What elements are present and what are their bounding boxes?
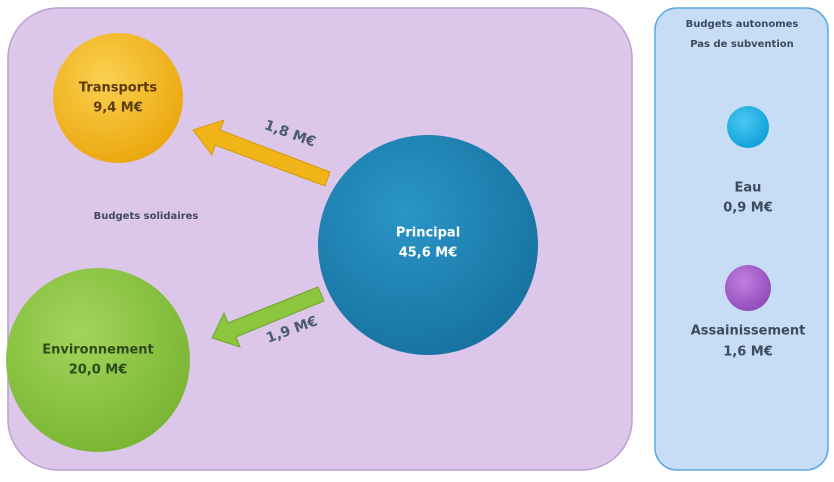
- node-label: Transports: [79, 81, 157, 96]
- node-transports: [53, 33, 183, 163]
- node-value: 0,9 M€: [723, 201, 773, 216]
- node-label: Eau: [735, 181, 762, 196]
- arrow-transport: [192, 119, 331, 187]
- node-value: 20,0 M€: [69, 363, 128, 378]
- panel-title: Pas de subvention: [690, 39, 794, 50]
- panel-title: Budgets autonomes: [686, 19, 799, 30]
- autonomes-panel: [654, 7, 829, 471]
- node-environnement: [6, 268, 190, 452]
- node-label: Environnement: [42, 343, 154, 358]
- node-assainissement: [725, 265, 771, 311]
- node-value: 1,6 M€: [723, 345, 773, 360]
- node-principal: [318, 135, 538, 355]
- node-value: 45,6 M€: [399, 246, 458, 261]
- panel-label: Budgets solidaires: [94, 211, 199, 222]
- node-value: 9,4 M€: [93, 101, 143, 116]
- node-label: Assainissement: [691, 324, 806, 339]
- node-label: Principal: [396, 226, 460, 241]
- node-eau: [727, 106, 769, 148]
- arrow-environnement: [211, 286, 325, 348]
